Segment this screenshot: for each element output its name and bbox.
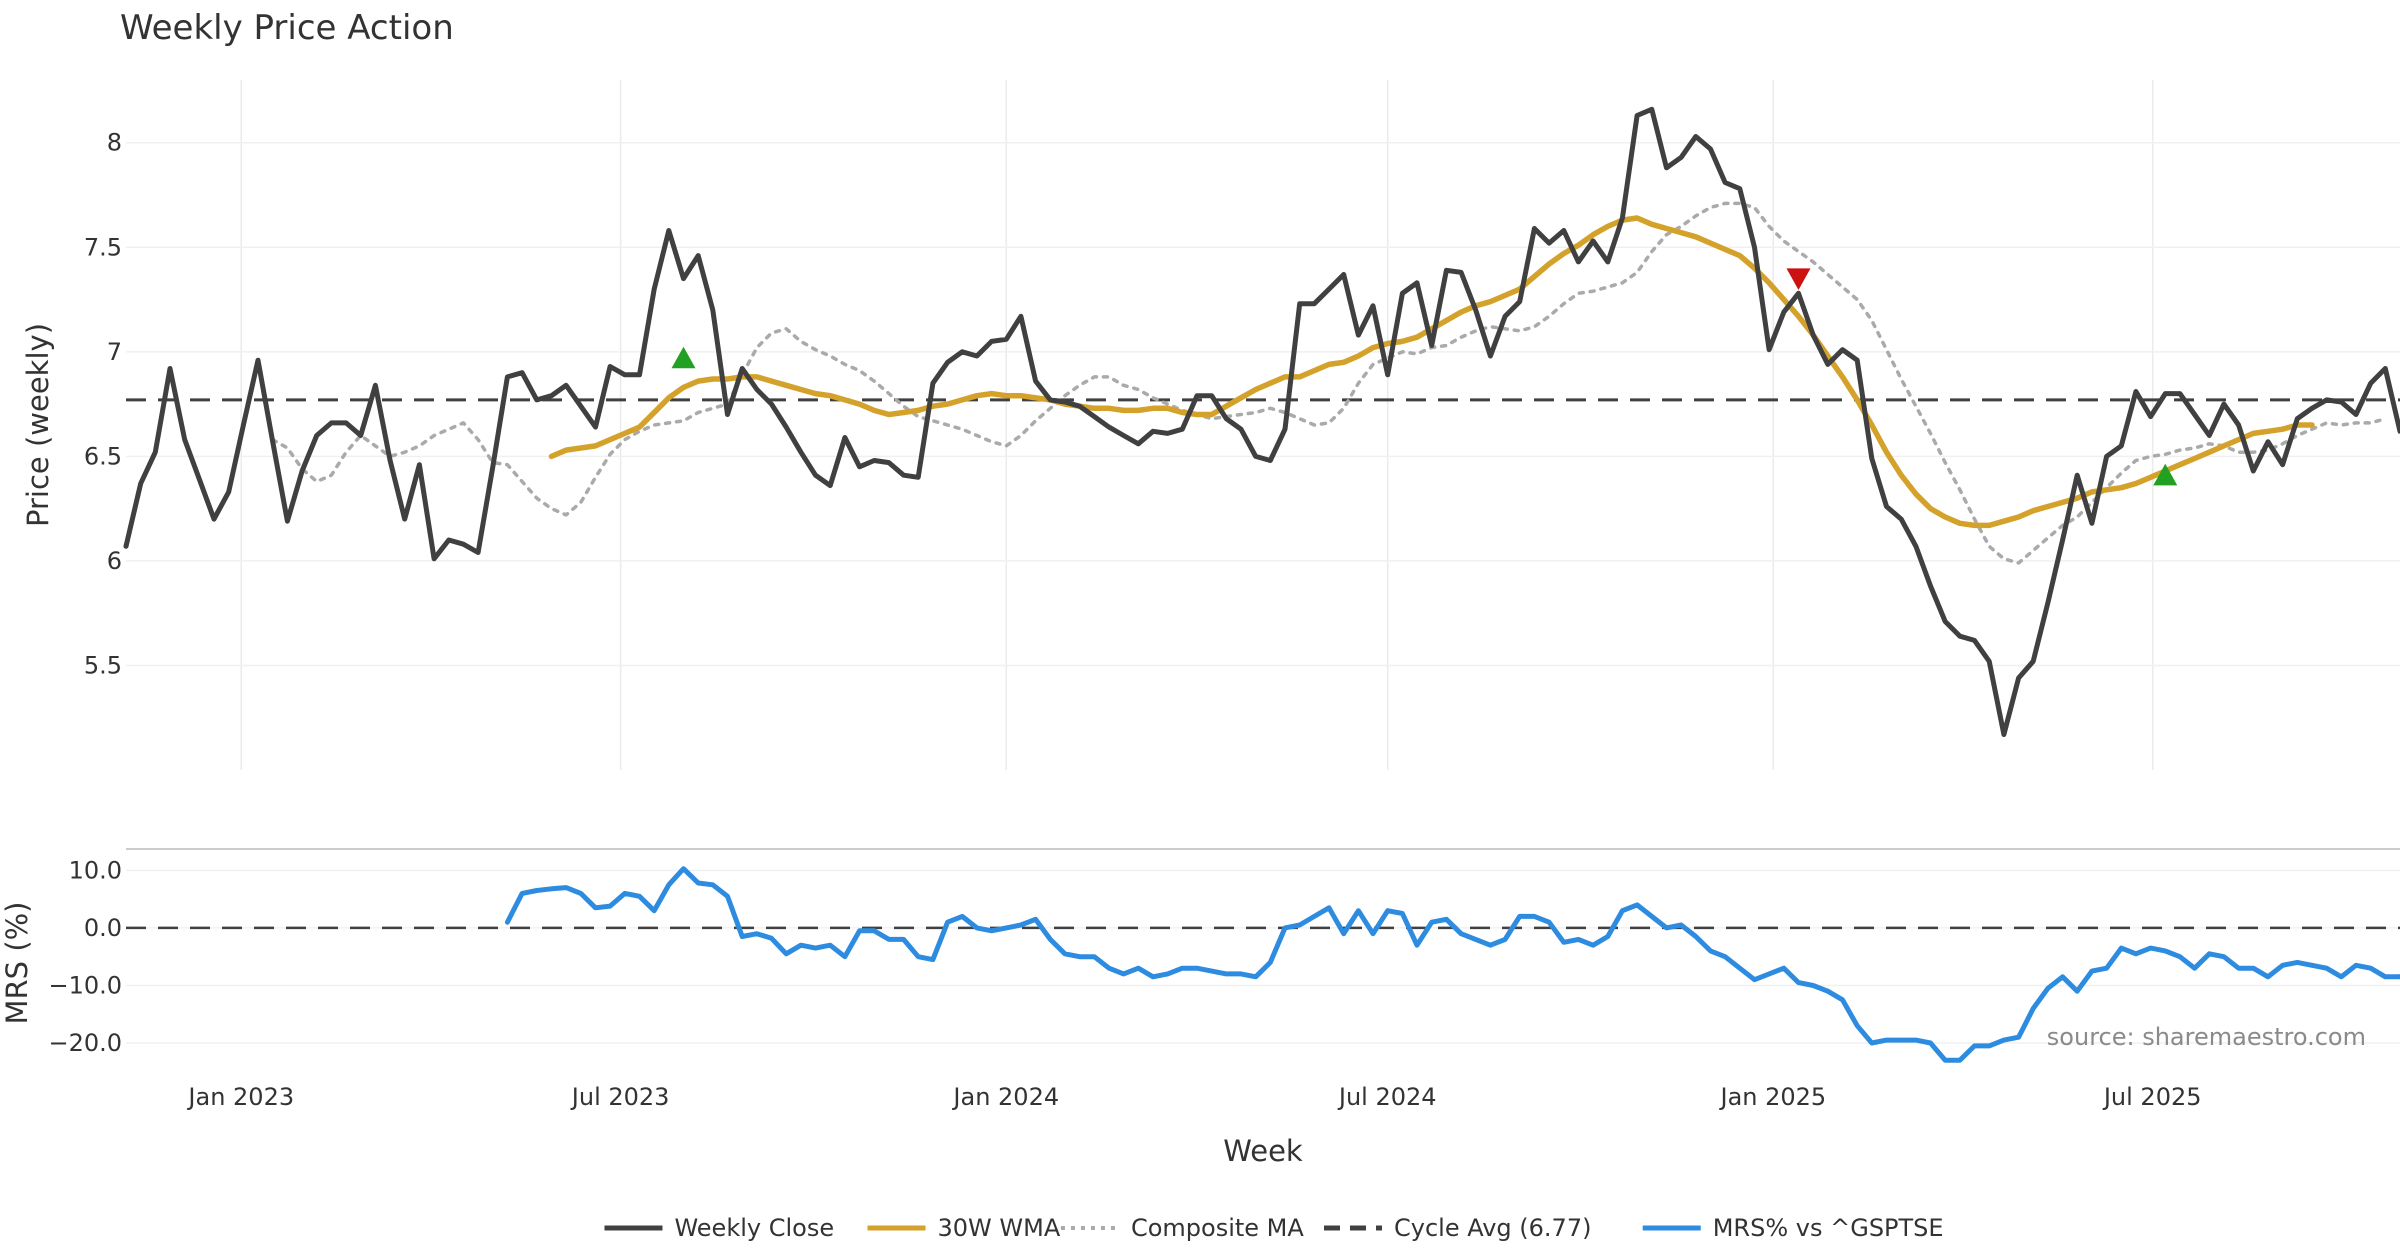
signal-markers xyxy=(671,268,2178,486)
mrs-y-tick-10-0: −10.0 xyxy=(48,971,122,999)
series-30w-wma xyxy=(548,215,2315,529)
series-mrs-vs-gsptse xyxy=(504,866,2400,1063)
buy-marker-1 xyxy=(671,346,696,369)
price-y-tick-5-5: 5.5 xyxy=(84,651,122,679)
x-tick-jan-2024: Jan 2024 xyxy=(951,1083,1059,1111)
mrs-y-tick-0-0: 0.0 xyxy=(84,914,122,942)
mrs-y-axis-label: MRS (%) xyxy=(0,902,34,1025)
chart-title: Weekly Price Action xyxy=(120,8,454,48)
buy-marker-3 xyxy=(2153,463,2178,486)
sell-marker-2 xyxy=(1786,268,1811,291)
mrs-y-tick-20-0: −20.0 xyxy=(48,1029,122,1057)
chart-legend: Weekly Close 30W WMA Composite MA Cycle Avg… xyxy=(604,1214,1944,1242)
legend-label-mrs-vs-gsptse: MRS% vs ^GSPTSE xyxy=(1713,1214,1944,1242)
mrs-y-ticks: −20.0 −10.0 0.0 10.0 xyxy=(48,856,122,1057)
mrs-y-tick-10-0: 10.0 xyxy=(69,856,122,884)
legend-item-weekly-close: Weekly Close xyxy=(604,1214,834,1242)
price-y-ticks: 5.5 6 6.5 7 7.5 8 xyxy=(84,129,122,680)
legend-label-weekly-close: Weekly Close xyxy=(674,1214,834,1242)
mrs-panel-grid xyxy=(126,869,2400,1044)
price-panel-grid xyxy=(126,80,2400,770)
price-y-tick-7: 7 xyxy=(107,338,122,366)
x-tick-jul-2025: Jul 2025 xyxy=(2102,1083,2202,1111)
price-y-tick-6: 6 xyxy=(107,547,122,575)
price-y-axis-label: Price (weekly) xyxy=(21,323,55,527)
legend-item-cycle-avg-6-77: Cycle Avg (6.77) xyxy=(1324,1214,1591,1242)
price-y-tick-8: 8 xyxy=(107,129,122,157)
series-weekly-close xyxy=(123,106,2400,737)
x-tick-jan-2025: Jan 2025 xyxy=(1718,1083,1826,1111)
series-composite-ma xyxy=(270,201,2388,565)
x-axis-label: Week xyxy=(1223,1134,1303,1168)
legend-item-composite-ma: Composite MA xyxy=(1060,1214,1304,1242)
legend-item-mrs-vs-gsptse: MRS% vs ^GSPTSE xyxy=(1642,1214,1944,1242)
mrs-series-group xyxy=(126,866,2400,1063)
x-tick-jul-2024: Jul 2024 xyxy=(1337,1083,1437,1111)
price-series-group xyxy=(123,106,2400,737)
legend-label-cycle-avg-6-77: Cycle Avg (6.77) xyxy=(1394,1214,1591,1242)
source-note: source: sharemaestro.com xyxy=(2047,1023,2366,1051)
legend-label-30w-wma: 30W WMA xyxy=(938,1214,1061,1242)
price-y-tick-6-5: 6.5 xyxy=(84,442,122,470)
x-ticks: Jan 2023 Jul 2023 Jan 2024 Jul 2024 Jan 2025… xyxy=(186,1083,2201,1111)
legend-item-30w-wma: 30W WMA xyxy=(867,1214,1061,1242)
x-tick-jul-2023: Jul 2023 xyxy=(570,1083,670,1111)
x-tick-jan-2023: Jan 2023 xyxy=(186,1083,294,1111)
legend-label-composite-ma: Composite MA xyxy=(1131,1214,1304,1242)
price-y-tick-7-5: 7.5 xyxy=(84,233,122,261)
